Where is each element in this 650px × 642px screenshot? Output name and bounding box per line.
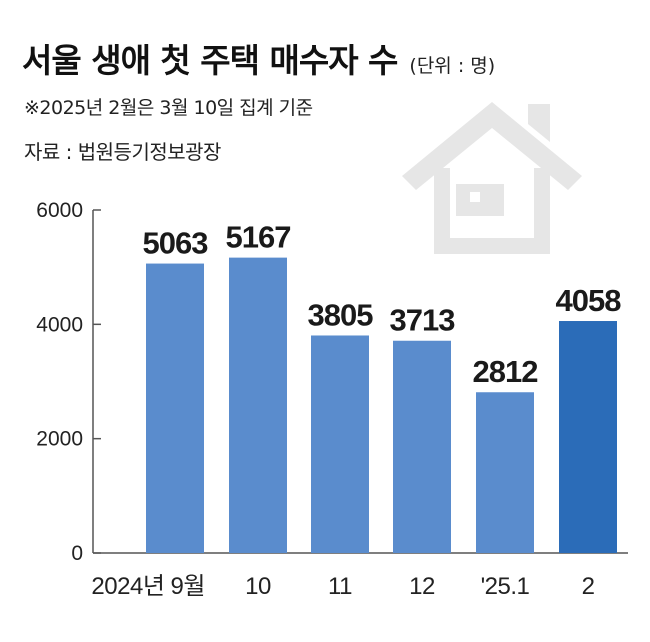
category-label: 2 bbox=[582, 573, 595, 600]
data-label: 4058 bbox=[556, 283, 622, 318]
category-label: 11 bbox=[328, 573, 352, 600]
bar bbox=[311, 335, 369, 553]
bar bbox=[393, 340, 451, 553]
y-tick-label: 4000 bbox=[36, 313, 83, 336]
unit-label: (단위 : 명) bbox=[409, 55, 496, 77]
chart-title: 서울 생애 첫 주택 매수자 수 bbox=[22, 41, 398, 80]
category-label: 12 bbox=[409, 573, 435, 600]
y-tick-label: 2000 bbox=[36, 428, 83, 451]
data-label: 5063 bbox=[143, 226, 209, 261]
data-label: 3805 bbox=[308, 297, 374, 332]
data-label: 5167 bbox=[226, 220, 291, 255]
bar bbox=[476, 392, 534, 553]
category-label: 2024년 9월 bbox=[91, 573, 205, 600]
note-text: ※2025년 2월은 3월 10일 집계 기준 bbox=[24, 97, 313, 119]
y-tick-label: 6000 bbox=[36, 199, 83, 222]
category-label: 10 bbox=[245, 573, 271, 600]
bar bbox=[229, 257, 287, 553]
bar bbox=[146, 263, 204, 553]
data-label: 2812 bbox=[473, 354, 538, 389]
house-icon bbox=[400, 96, 585, 260]
title-row: 서울 생애 첫 주택 매수자 수 (단위 : 명) bbox=[22, 34, 495, 82]
category-label: '25.1 bbox=[481, 573, 530, 600]
y-tick-label: 0 bbox=[71, 542, 83, 565]
bar bbox=[559, 321, 617, 553]
source-text: 자료 : 법원등기정보광장 bbox=[24, 140, 221, 164]
data-label: 3713 bbox=[390, 303, 456, 338]
